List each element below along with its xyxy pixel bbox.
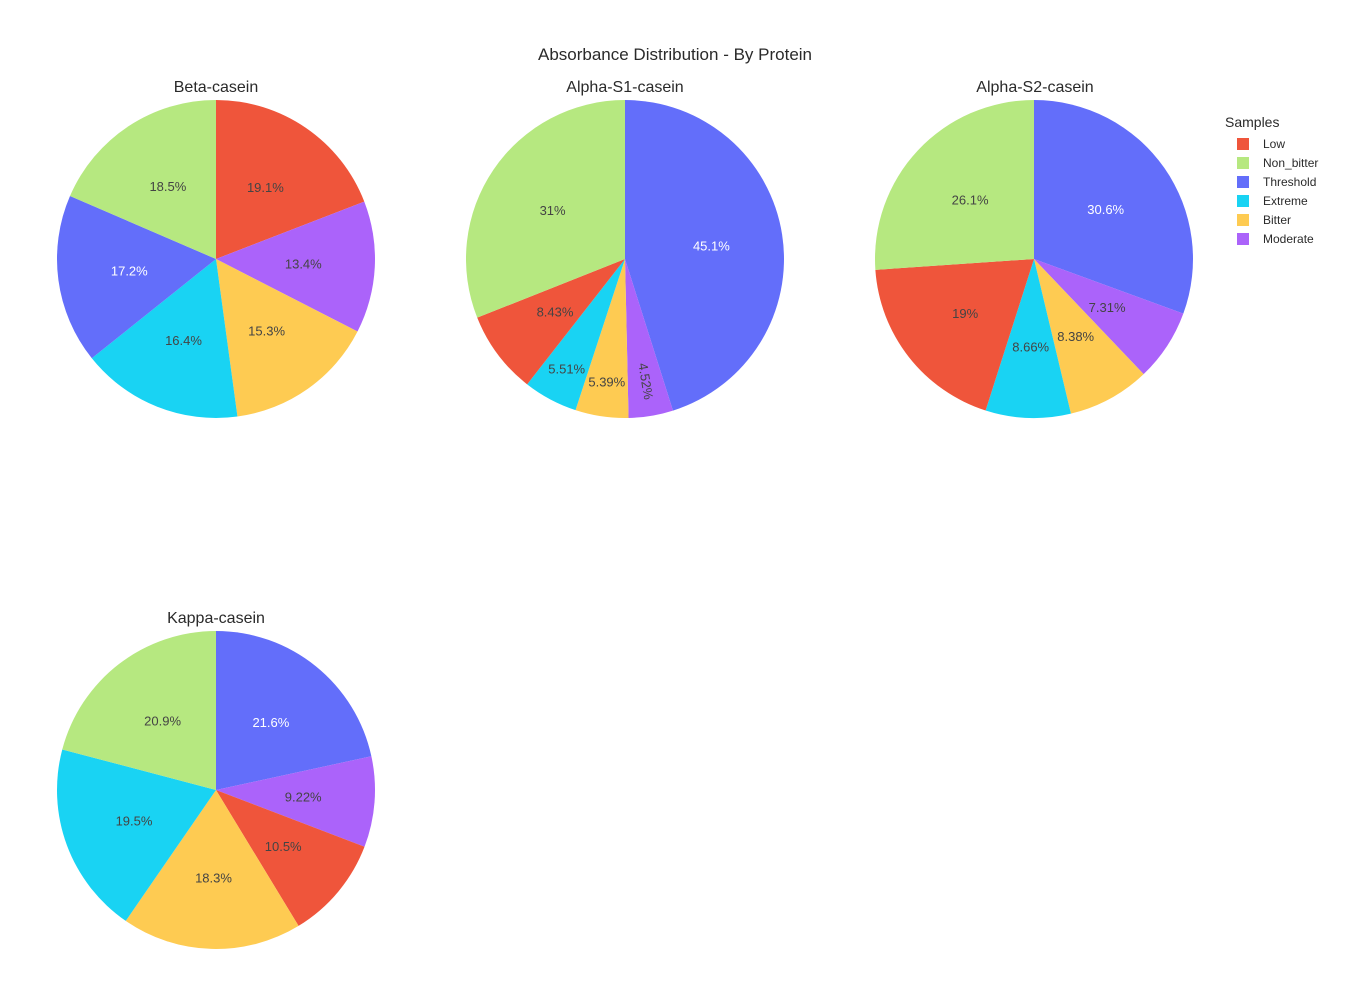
- pie-slice-extreme[interactable]: [91, 259, 238, 419]
- pie-slice-low[interactable]: [875, 259, 1034, 411]
- pie-slice-threshold[interactable]: [1034, 100, 1193, 314]
- pie-slice-moderate[interactable]: [216, 201, 375, 332]
- legend-swatch: [1237, 194, 1249, 207]
- slice-label-moderate: 13.4%: [285, 257, 322, 272]
- slice-label-moderate: 9.22%: [285, 790, 322, 805]
- pie-slice-low[interactable]: [477, 259, 625, 385]
- pie-slice-low[interactable]: [216, 790, 365, 926]
- slice-label-low: 19.1%: [247, 180, 284, 195]
- legend-swatch: [1237, 213, 1249, 226]
- chart-title: Absorbance Distribution - By Protein: [537, 45, 813, 64]
- slice-label-low: 19%: [952, 306, 978, 321]
- slice-label-extreme: 19.5%: [116, 813, 153, 828]
- pie-slice-extreme[interactable]: [527, 259, 625, 411]
- pie-title-beta-casein: Beta-casein: [173, 79, 259, 96]
- legend-label: Non_bitter: [1263, 155, 1319, 170]
- slice-label-moderate: 7.31%: [1089, 300, 1126, 315]
- pie-slice-moderate[interactable]: [216, 756, 376, 847]
- slice-label-non_bitter: 20.9%: [144, 714, 181, 729]
- slice-label-non_bitter: 18.5%: [149, 179, 186, 194]
- pie-slice-threshold[interactable]: [625, 100, 784, 411]
- legend-label: Low: [1263, 136, 1286, 151]
- slice-label-non_bitter: 31%: [540, 203, 566, 218]
- pie-slice-non_bitter[interactable]: [465, 99, 625, 318]
- slice-label-extreme: 8.66%: [1012, 339, 1049, 354]
- legend-item-threshold[interactable]: Threshold: [1225, 172, 1318, 191]
- legend-item-extreme[interactable]: Extreme: [1225, 191, 1318, 210]
- slice-label-extreme: 16.4%: [165, 333, 202, 348]
- pie-alpha-s1-casein: 45.1% 4.52% 5.39%5.51% 8.43% 31%: [465, 99, 784, 418]
- slice-label-extreme: 5.51%: [548, 361, 585, 376]
- slice-label-threshold: 17.2%: [111, 264, 148, 279]
- pie-slice-non_bitter[interactable]: [70, 99, 216, 259]
- pie-kappa-casein: 21.6% 9.22% 10.5% 18.3% 19.5% 20.9%: [57, 631, 376, 950]
- legend-item-low[interactable]: Low: [1225, 134, 1318, 153]
- slice-label-bitter: 8.38%: [1057, 329, 1094, 344]
- legend-item-bitter[interactable]: Bitter: [1225, 210, 1318, 229]
- legend-label: Bitter: [1263, 212, 1292, 227]
- legend-item-moderate[interactable]: Moderate: [1225, 229, 1318, 248]
- slice-label-threshold: 30.6%: [1087, 202, 1124, 217]
- legend-swatch: [1237, 232, 1249, 245]
- legend-title: Samples: [1225, 114, 1280, 130]
- pie-slice-moderate[interactable]: [1034, 259, 1184, 375]
- slice-label-low: 8.43%: [537, 304, 574, 319]
- pie-beta-casein: 19.1% 13.4% 15.3% 16.4% 17.2% 18.5%: [56, 99, 375, 419]
- slice-label-moderate: 4.52%: [635, 362, 656, 401]
- pie-title-alpha-s1-casein: Alpha-S1-casein: [566, 79, 684, 96]
- pie-alpha-s2-casein: 30.6% 7.31% 8.38% 8.66% 19% 26.1%: [874, 100, 1193, 419]
- legend-label: Threshold: [1263, 174, 1317, 189]
- pie-slice-bitter[interactable]: [1034, 259, 1144, 414]
- legend-label: Moderate: [1263, 231, 1314, 246]
- pie-slice-bitter[interactable]: [125, 790, 299, 950]
- pie-slice-bitter[interactable]: [216, 259, 358, 417]
- pie-slice-extreme[interactable]: [985, 259, 1071, 419]
- legend-swatch: [1237, 175, 1249, 188]
- pie-slice-moderate[interactable]: [625, 259, 673, 418]
- slice-label-low: 10.5%: [265, 839, 302, 854]
- pie-slice-threshold[interactable]: [56, 196, 216, 359]
- legend-swatch: [1237, 156, 1249, 169]
- pie-slice-extreme[interactable]: [57, 749, 216, 921]
- pie-title-alpha-s2-casein: Alpha-S2-casein: [976, 79, 1094, 96]
- pie-slice-bitter[interactable]: [575, 259, 629, 418]
- legend-items: Low Non_bitter Threshold Extreme Bitter Moder…: [1225, 134, 1318, 248]
- slice-label-non_bitter: 26.1%: [952, 192, 989, 207]
- pie-slice-threshold[interactable]: [216, 631, 372, 790]
- slice-label-threshold: 45.1%: [693, 239, 730, 254]
- legend: Samples Low Non_bitter Threshold Extreme Bit…: [1225, 114, 1318, 248]
- slice-label-bitter: 15.3%: [248, 323, 285, 338]
- slice-label-bitter: 18.3%: [195, 870, 232, 885]
- slice-label-bitter: 5.39%: [588, 375, 625, 390]
- pie-slice-low[interactable]: [216, 100, 365, 259]
- slice-label-threshold: 21.6%: [252, 715, 289, 730]
- pie-title-kappa-casein: Kappa-casein: [167, 610, 265, 627]
- pie-slice-non_bitter[interactable]: [874, 100, 1034, 270]
- pie-slice-non_bitter[interactable]: [62, 631, 217, 790]
- legend-item-non_bitter[interactable]: Non_bitter: [1225, 153, 1318, 172]
- legend-swatch: [1237, 137, 1249, 150]
- legend-label: Extreme: [1263, 193, 1308, 208]
